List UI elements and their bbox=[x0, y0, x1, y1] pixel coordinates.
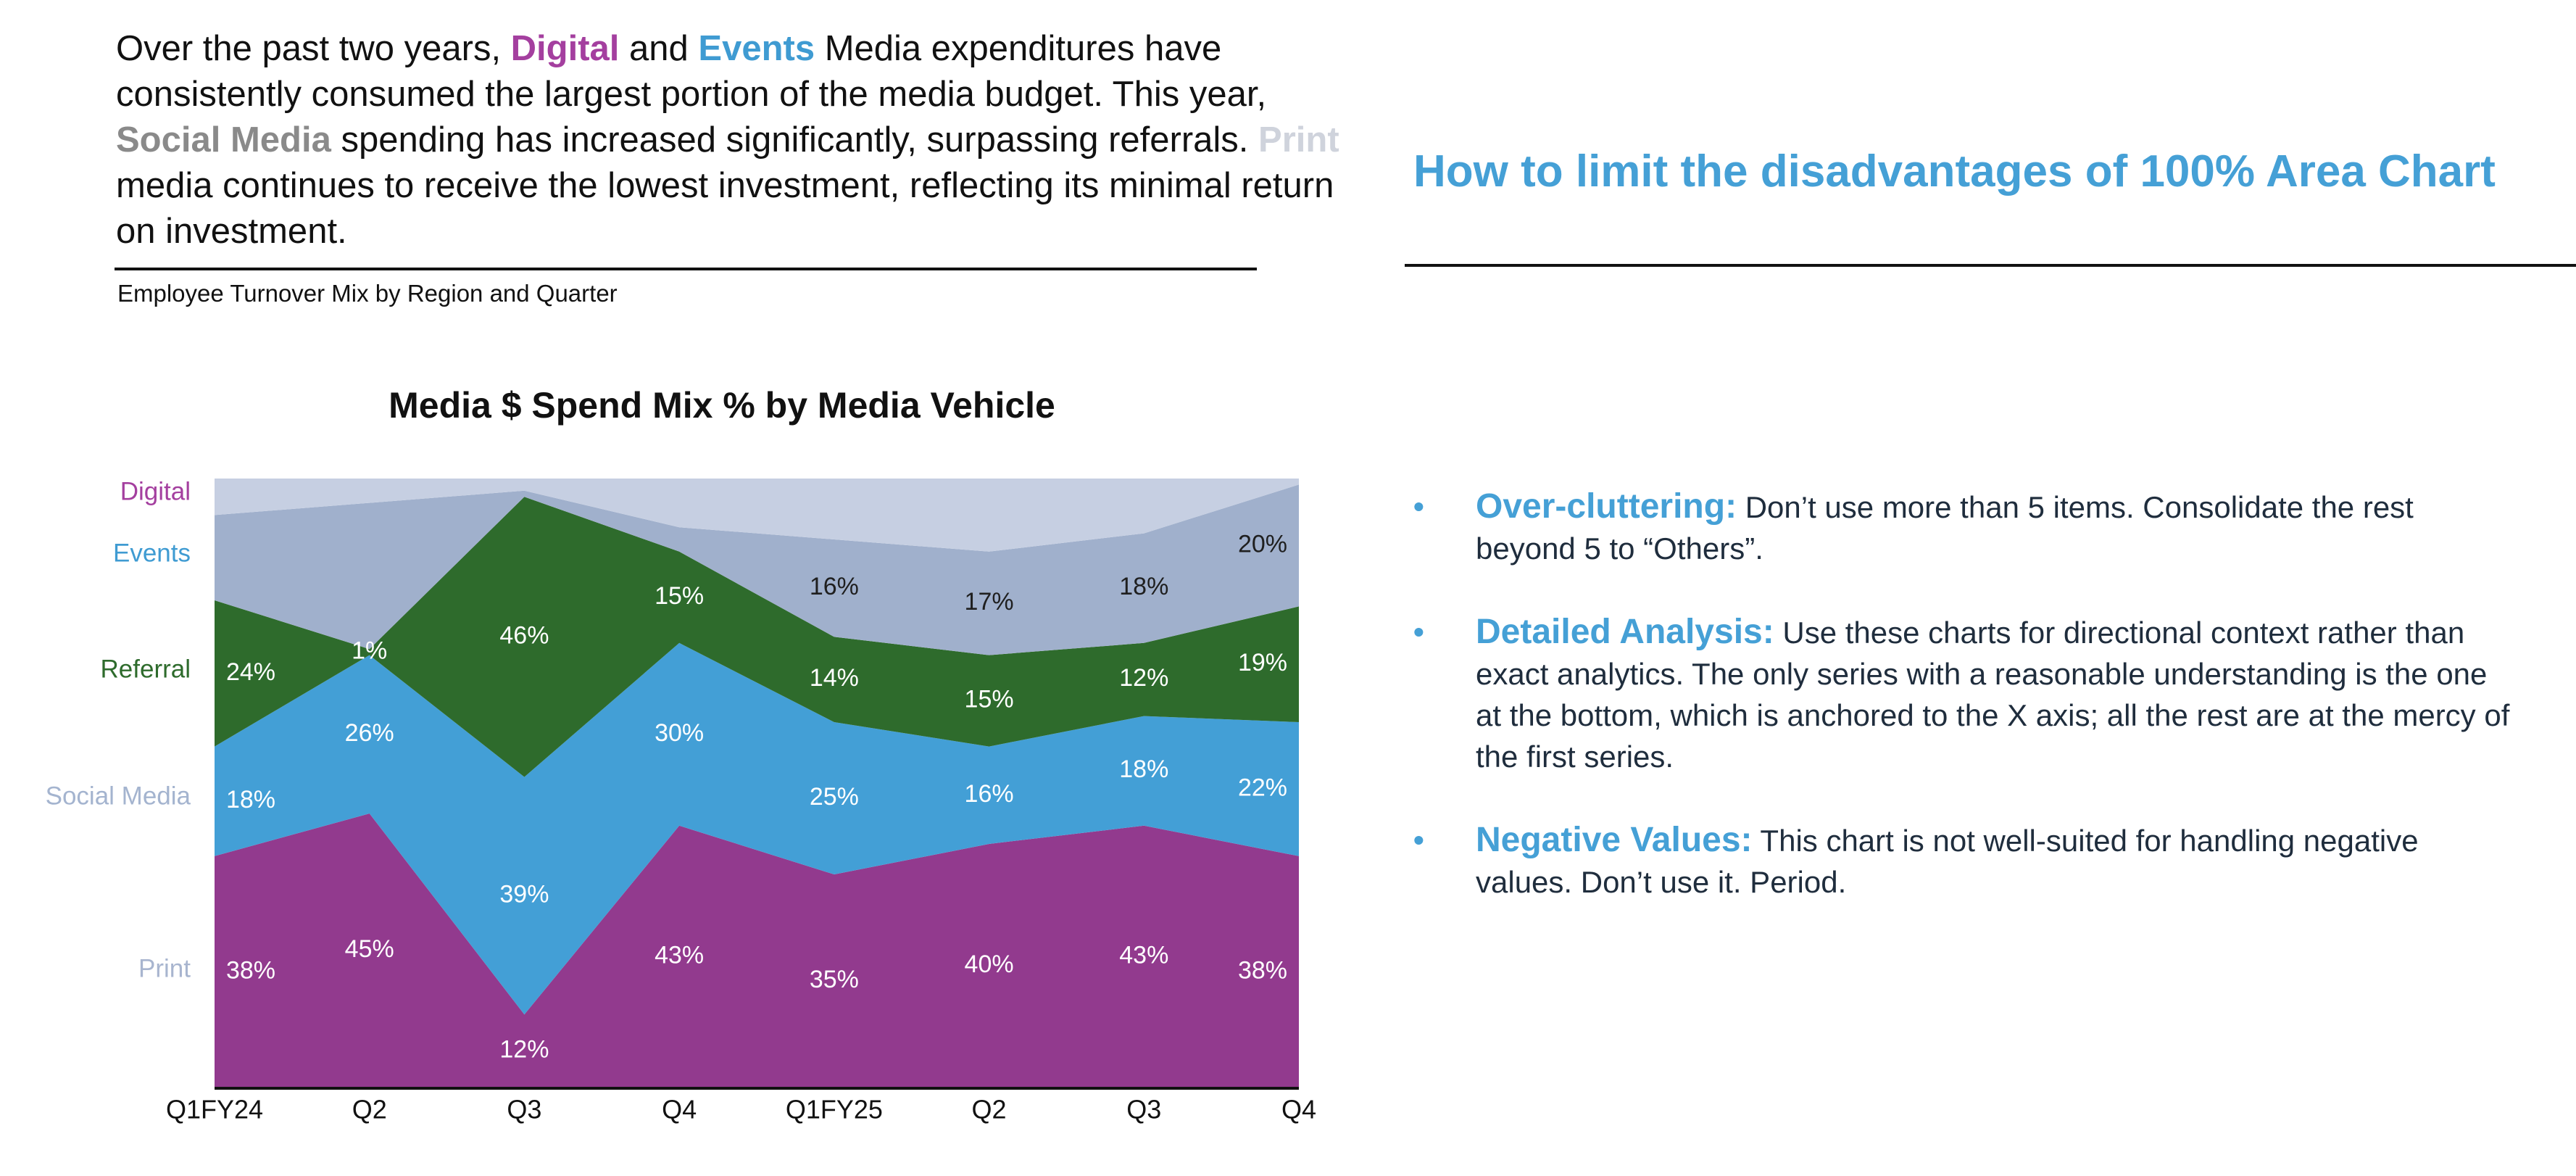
x-tick-label: Q4 bbox=[1281, 1095, 1316, 1125]
legend-label-referral: Referral bbox=[101, 655, 191, 683]
intro-text-4: spending has increased significantly, su… bbox=[331, 120, 1259, 160]
area-social-media bbox=[215, 484, 1299, 655]
chart-data-labels: 38% 45% 12% 43% 35% 40% 43% 38% 18% 26% 39% 30% 25% 1… bbox=[226, 530, 1287, 1063]
x-tick-label: Q2 bbox=[352, 1095, 387, 1125]
data-label: 30% bbox=[655, 719, 704, 747]
area-events bbox=[215, 642, 1299, 1015]
legend-label-events: Events bbox=[113, 539, 191, 567]
intro-text-5: media continues to receive the lowest in… bbox=[116, 166, 1334, 251]
tip-body: Use these charts for directional context… bbox=[1476, 616, 2510, 774]
data-label: 12% bbox=[1119, 664, 1168, 692]
data-label: 35% bbox=[810, 966, 859, 993]
intro-divider bbox=[115, 268, 1257, 270]
data-label: 18% bbox=[226, 786, 275, 813]
x-tick-label: Q1FY25 bbox=[786, 1095, 883, 1125]
data-label: 43% bbox=[1119, 941, 1168, 969]
chart-x-tick-labels: Q1FY24 Q2 Q3 Q4 Q1FY25 Q2 Q3 Q4 bbox=[166, 1095, 1316, 1125]
chart-subtitle: Employee Turnover Mix by Region and Quar… bbox=[117, 280, 618, 307]
data-label: 15% bbox=[965, 686, 1014, 713]
data-label: 38% bbox=[1238, 956, 1287, 984]
tip-heading: Detailed Analysis: bbox=[1476, 613, 1774, 651]
right-divider bbox=[1405, 264, 2576, 267]
bullet-icon: • bbox=[1413, 489, 1424, 523]
data-label: 24% bbox=[226, 658, 275, 686]
intro-text-1: Over the past two years, bbox=[116, 29, 511, 68]
data-label: 40% bbox=[965, 951, 1014, 978]
data-label: 20% bbox=[1238, 530, 1287, 558]
tip-heading: Over-cluttering: bbox=[1476, 487, 1737, 526]
tip-body: This chart is not well-suited for handli… bbox=[1476, 824, 2419, 899]
x-tick-label: Q3 bbox=[507, 1095, 541, 1125]
data-label: 12% bbox=[499, 1036, 549, 1064]
tip-detailed-analysis: • Detailed Analysis: Use these charts fo… bbox=[1413, 611, 2515, 777]
area-print bbox=[215, 479, 1299, 552]
intro-paragraph: Over the past two years, Digital and Eve… bbox=[116, 26, 1363, 254]
tip-over-cluttering: • Over-cluttering: Don’t use more than 5… bbox=[1413, 486, 2515, 569]
data-label: 45% bbox=[345, 935, 394, 963]
data-label: 16% bbox=[965, 780, 1014, 808]
intro-print-highlight: Print bbox=[1258, 120, 1339, 160]
tip-negative-values: • Negative Values: This chart is not wel… bbox=[1413, 819, 2515, 903]
area-referral bbox=[215, 497, 1299, 777]
x-tick-label: Q2 bbox=[972, 1095, 1007, 1125]
data-label: 16% bbox=[810, 573, 859, 600]
data-label: 18% bbox=[1119, 573, 1168, 600]
legend-label-digital: Digital bbox=[120, 477, 191, 505]
intro-text-2: and bbox=[619, 29, 699, 68]
intro-text-3: Media expenditures have consistently con… bbox=[116, 29, 1267, 114]
tip-heading: Negative Values: bbox=[1476, 821, 1753, 859]
right-section-title: How to limit the disadvantages of 100% A… bbox=[1413, 146, 2496, 196]
tips-list: • Over-cluttering: Don’t use more than 5… bbox=[1413, 486, 2515, 945]
data-label: 15% bbox=[655, 582, 704, 610]
x-tick-label: Q3 bbox=[1126, 1095, 1161, 1125]
intro-events-highlight: Events bbox=[698, 29, 815, 68]
intro-social-highlight: Social Media bbox=[116, 120, 331, 160]
intro-digital-highlight: Digital bbox=[510, 29, 620, 68]
chart-areas bbox=[215, 479, 1299, 1088]
data-label: 18% bbox=[1119, 755, 1168, 783]
x-tick-label: Q4 bbox=[662, 1095, 697, 1125]
data-label: 39% bbox=[499, 880, 549, 908]
data-label: 17% bbox=[965, 588, 1014, 616]
chart-title: Media $ Spend Mix % by Media Vehicle bbox=[389, 385, 1055, 426]
legend-label-print: Print bbox=[138, 954, 191, 982]
data-label: 22% bbox=[1238, 774, 1287, 801]
data-label: 14% bbox=[810, 664, 859, 692]
x-tick-label: Q1FY24 bbox=[166, 1095, 263, 1125]
data-label: 25% bbox=[810, 783, 859, 811]
data-label: 46% bbox=[499, 621, 549, 649]
chart-legend: Digital Events Referral Social Media Print bbox=[46, 477, 191, 982]
data-label: 26% bbox=[345, 719, 394, 747]
tip-body: Don’t use more than 5 items. Consolidate… bbox=[1476, 490, 2414, 566]
data-label: 38% bbox=[226, 956, 275, 984]
bullet-icon: • bbox=[1413, 615, 1424, 649]
data-label: 19% bbox=[1238, 649, 1287, 676]
legend-label-social-media: Social Media bbox=[46, 782, 191, 810]
data-label: 1% bbox=[352, 637, 387, 664]
data-label: 43% bbox=[655, 941, 704, 969]
bullet-icon: • bbox=[1413, 823, 1424, 857]
area-digital bbox=[215, 813, 1299, 1088]
